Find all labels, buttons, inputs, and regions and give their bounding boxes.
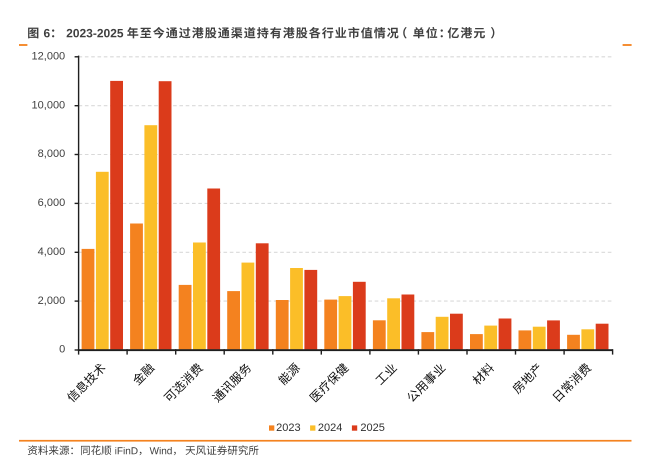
svg-text:8,000: 8,000: [38, 148, 66, 160]
svg-text:4,000: 4,000: [38, 246, 66, 258]
svg-text:10,000: 10,000: [32, 99, 66, 111]
svg-text:12,000: 12,000: [32, 51, 66, 63]
svg-text:6,000: 6,000: [38, 197, 66, 209]
svg-text:2024: 2024: [318, 422, 342, 434]
svg-text:2,000: 2,000: [38, 295, 66, 307]
svg-text:2023: 2023: [276, 422, 300, 434]
svg-text:2025: 2025: [360, 422, 384, 434]
svg-text:0: 0: [59, 344, 65, 356]
